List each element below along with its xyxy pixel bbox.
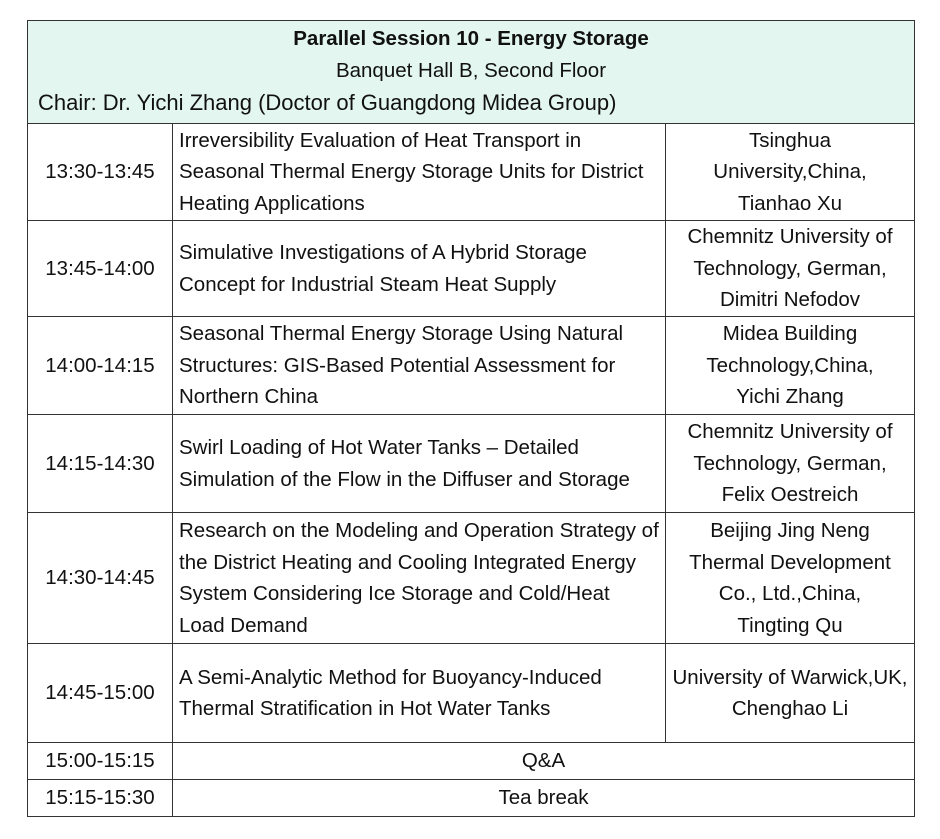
presenter-cell: Tsinghua University,China, Tianhao Xu bbox=[665, 123, 915, 221]
speaker: Yichi Zhang bbox=[736, 385, 844, 409]
break-row: 15:00-15:15 Q&A bbox=[27, 742, 915, 780]
time-cell: 13:30-13:45 bbox=[27, 123, 173, 221]
affiliation: Chemnitz University of Technology, Germa… bbox=[687, 420, 893, 475]
time-cell: 14:45-15:00 bbox=[27, 643, 173, 743]
speaker: Tingting Qu bbox=[737, 613, 843, 637]
speaker: Felix Oestreich bbox=[721, 483, 859, 507]
affiliation: Tsinghua University,China, bbox=[713, 128, 867, 184]
break-row: 15:15-15:30 Tea break bbox=[27, 779, 915, 817]
time-cell: 15:00-15:15 bbox=[27, 742, 173, 780]
table-row: 14:45-15:00 A Semi-Analytic Method for B… bbox=[27, 643, 915, 743]
paper-title: A Semi-Analytic Method for Buoyancy-Indu… bbox=[172, 643, 666, 743]
paper-title: Swirl Loading of Hot Water Tanks – Detai… bbox=[172, 414, 666, 513]
header-row: Parallel Session 10 - Energy Storage Ban… bbox=[27, 20, 915, 124]
session-table: Parallel Session 10 - Energy Storage Ban… bbox=[27, 20, 915, 817]
presenter-cell: Beijing Jing Neng Thermal Development Co… bbox=[665, 512, 915, 644]
session-chair: Chair: Dr. Yichi Zhang (Doctor of Guangd… bbox=[38, 90, 617, 115]
paper-title: Research on the Modeling and Operation S… bbox=[172, 512, 666, 644]
paper-title: Simulative Investigations of A Hybrid St… bbox=[172, 220, 666, 317]
session-title: Parallel Session 10 - Energy Storage bbox=[293, 27, 649, 50]
affiliation: Chemnitz University of Technology, Germa… bbox=[687, 225, 893, 280]
table-row: 14:30-14:45 Research on the Modeling and… bbox=[27, 512, 915, 644]
session-header: Parallel Session 10 - Energy Storage Ban… bbox=[27, 20, 915, 124]
time-cell: 13:45-14:00 bbox=[27, 220, 173, 317]
affiliation: Midea Building Technology,China, bbox=[706, 322, 874, 377]
speaker: Tianhao Xu bbox=[737, 191, 843, 215]
table-row: 13:45-14:00 Simulative Investigations of… bbox=[27, 220, 915, 317]
paper-title: Seasonal Thermal Energy Storage Using Na… bbox=[172, 316, 666, 415]
affiliation: Beijing Jing Neng Thermal Development Co… bbox=[689, 519, 891, 605]
session-venue: Banquet Hall B, Second Floor bbox=[335, 59, 607, 82]
affiliation: University of Warwick,UK, bbox=[672, 665, 908, 689]
presenter-cell: Chemnitz University of Technology, Germa… bbox=[665, 220, 915, 317]
time-cell: 15:15-15:30 bbox=[27, 779, 173, 817]
presenter-cell: University of Warwick,UK, Chenghao Li bbox=[665, 643, 915, 743]
table-row: 13:30-13:45 Irreversibility Evaluation o… bbox=[27, 123, 915, 221]
time-cell: 14:15-14:30 bbox=[27, 414, 173, 513]
break-label: Q&A bbox=[172, 742, 915, 780]
paper-title: Irreversibility Evaluation of Heat Trans… bbox=[172, 123, 666, 221]
table-row: 14:00-14:15 Seasonal Thermal Energy Stor… bbox=[27, 316, 915, 415]
presenter-cell: Chemnitz University of Technology, Germa… bbox=[665, 414, 915, 513]
table-row: 14:15-14:30 Swirl Loading of Hot Water T… bbox=[27, 414, 915, 513]
time-cell: 14:00-14:15 bbox=[27, 316, 173, 415]
speaker: Chenghao Li bbox=[731, 697, 849, 720]
time-cell: 14:30-14:45 bbox=[27, 512, 173, 644]
speaker: Dimitri Nefodov bbox=[719, 288, 861, 312]
presenter-cell: Midea Building Technology,China, Yichi Zh… bbox=[665, 316, 915, 415]
break-label: Tea break bbox=[172, 779, 915, 817]
